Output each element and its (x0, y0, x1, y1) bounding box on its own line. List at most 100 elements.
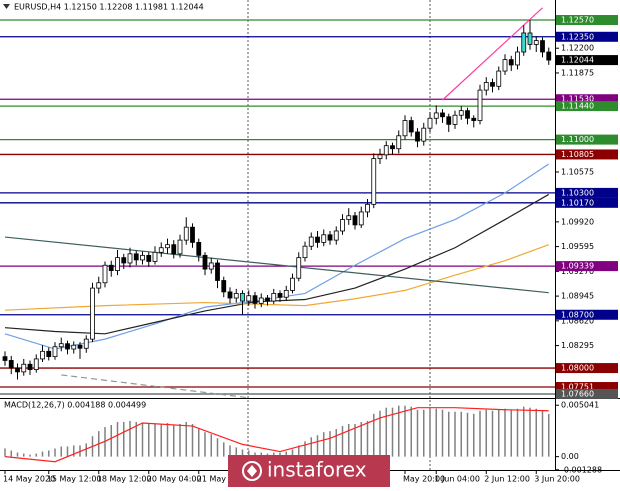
candle-body (27, 363, 33, 370)
candle-body (221, 280, 227, 293)
candle-body (315, 236, 320, 243)
level-label: 1.11000 (561, 135, 594, 144)
candle-body (177, 239, 183, 255)
level-label: 1.12350 (561, 32, 594, 41)
watermark: instaforex (228, 455, 390, 487)
level-label: 1.08000 (561, 364, 594, 373)
candle-body (96, 282, 102, 289)
candle-body (233, 293, 239, 299)
candle-body (183, 226, 189, 241)
level-label-box (556, 382, 618, 393)
candle-body (340, 219, 345, 232)
candle-body (383, 145, 389, 156)
y-tick-label: 1.10575 (561, 167, 594, 176)
candle-body (546, 51, 552, 61)
y-tick-label: 1.08945 (561, 292, 594, 301)
candle-body (58, 343, 64, 348)
candle-body (346, 215, 352, 220)
macd-panel (4, 405, 550, 463)
overlay-line (4, 236, 549, 294)
candle-body (527, 32, 533, 45)
level-label: 1.10300 (561, 188, 594, 197)
candle-body (371, 158, 377, 205)
x-tick-label: 14 May 2020 (3, 475, 55, 484)
candle-body (396, 135, 402, 150)
watermark-logo (247, 465, 257, 477)
candle-body (321, 234, 327, 243)
candle-body (46, 350, 52, 358)
candle-body (515, 51, 520, 66)
candle-body (133, 253, 139, 261)
level-label: 1.10170 (561, 198, 594, 207)
level-label: 1.07660 (561, 389, 594, 398)
candle-body (508, 59, 514, 66)
candle-body (465, 110, 470, 119)
level-label-box (556, 187, 618, 198)
candle-body (277, 293, 283, 298)
axes: 1.12200 1.11875 1.10575 1.09920 1.09595 1.092… (3, 15, 618, 484)
candle-body (433, 112, 439, 119)
x-tick-label: 20 May 04:00 (147, 475, 202, 484)
candle-body (208, 262, 214, 270)
candle-body (158, 247, 164, 253)
candle-body (421, 127, 427, 142)
candle-body (358, 211, 364, 226)
candle-body (15, 367, 20, 373)
x-tick-label: 3 Jun 20:00 (534, 475, 580, 484)
candle-body (290, 277, 295, 291)
y-tick-label: 1.09595 (561, 242, 594, 251)
candle-body (502, 59, 508, 72)
watermark-logo (242, 461, 262, 481)
candle-body (202, 254, 208, 270)
macd-tick-label: 0.005041 (561, 401, 599, 410)
x-tick-label: May 20:00 (403, 475, 445, 484)
y-tick-label: 1.09270 (561, 267, 594, 276)
candle-body (108, 264, 114, 271)
candle-body (258, 297, 264, 304)
candle-body (471, 117, 477, 121)
y-tick-label: 1.12200 (561, 44, 594, 53)
level-label-box (556, 261, 618, 272)
candle-body (415, 131, 420, 142)
level-label-box (556, 149, 618, 160)
candle-body (21, 363, 27, 373)
candle-body (333, 230, 339, 241)
candle-body (227, 291, 233, 299)
candle-body (33, 358, 39, 370)
macd-tick-label: -0.001288 (561, 465, 602, 474)
level-label-box (556, 363, 618, 374)
candle-body (140, 254, 145, 261)
candle-body (240, 293, 245, 302)
candle-body (90, 287, 95, 340)
level-label-box (556, 31, 618, 42)
last-price-label: 1.12044 (561, 56, 594, 65)
candle-body (365, 203, 370, 213)
symbol-icon (3, 4, 10, 9)
candle-body (533, 40, 539, 45)
y-tick-label: 1.08620 (561, 316, 594, 325)
level-label-box (556, 101, 618, 112)
candle-body (83, 338, 89, 349)
candle-body (427, 117, 433, 129)
level-label: 1.08700 (561, 310, 594, 319)
candle-body (8, 360, 14, 369)
level-label: 1.11530 (561, 95, 594, 104)
candle-body (521, 32, 527, 53)
watermark-text: instaforex (267, 458, 367, 482)
level-label: 1.07751 (561, 383, 594, 392)
x-tick-label: 18 May 12:00 (97, 475, 152, 484)
candle-body (265, 297, 270, 302)
candle-body (71, 344, 77, 350)
candle-body (483, 82, 489, 91)
candle-body (496, 70, 502, 87)
last-price-box (556, 55, 618, 66)
candle-body (296, 257, 302, 279)
candle-body (115, 257, 120, 271)
overlay-line (61, 374, 249, 398)
candle-body (121, 257, 127, 264)
level-label-box (556, 388, 618, 399)
candle-body (402, 120, 408, 137)
candle-body (40, 350, 45, 360)
y-tick-label: 1.08295 (561, 341, 594, 350)
